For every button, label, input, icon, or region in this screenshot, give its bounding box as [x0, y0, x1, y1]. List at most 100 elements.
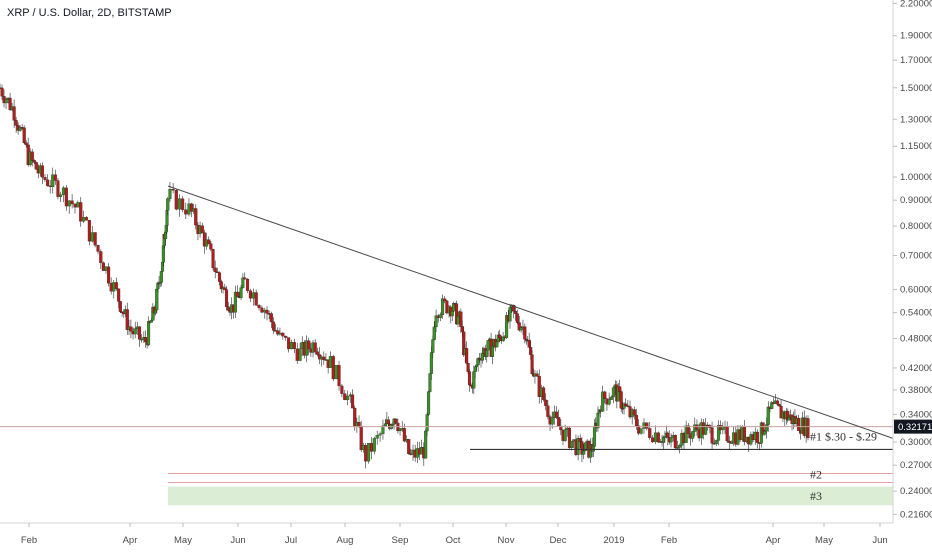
candle-down	[125, 309, 129, 330]
current-price-label: 0.32171	[898, 422, 932, 433]
candle-down	[79, 202, 83, 222]
candle-up	[729, 442, 734, 444]
candle-down	[276, 330, 280, 335]
candle-up	[239, 287, 243, 299]
candle-up	[763, 430, 767, 435]
candle-down	[243, 277, 247, 280]
candle-up	[82, 217, 86, 222]
candle-up	[490, 345, 495, 357]
candle-down	[797, 417, 801, 431]
candle-up	[328, 356, 332, 368]
candle-up	[661, 436, 666, 443]
candle-down	[710, 427, 714, 444]
candle-down	[129, 326, 133, 332]
candle-up	[505, 315, 509, 338]
candle-down	[535, 373, 539, 377]
candle-down	[465, 348, 469, 364]
chart-title: XRP / U.S. Dollar, 2D, BITSTAMP	[7, 7, 172, 19]
candle-down	[331, 356, 335, 380]
candle-up	[155, 288, 159, 311]
y-tick-label: 0.34000	[900, 409, 932, 420]
candle-up	[67, 200, 71, 207]
candle-up	[346, 395, 350, 401]
candle-up	[241, 277, 245, 288]
candle-up	[168, 188, 172, 199]
candle-down	[245, 278, 250, 291]
candle-down	[14, 120, 18, 126]
candle-up	[59, 194, 63, 197]
candle-up	[334, 364, 338, 380]
candle-up	[678, 445, 682, 448]
candle-down	[43, 177, 47, 181]
candle-up	[372, 438, 376, 452]
candle-up	[550, 417, 554, 425]
candle-up	[485, 349, 489, 357]
candle-down	[22, 127, 26, 143]
candle-down	[512, 304, 516, 312]
candle-down	[544, 399, 548, 406]
candle-up	[475, 364, 479, 367]
candle-down	[99, 251, 103, 263]
x-tick-label: May	[815, 535, 833, 546]
x-tick-label: 2019	[603, 535, 624, 546]
candle-up	[770, 402, 774, 409]
candle-down	[402, 428, 406, 442]
candle-up	[61, 187, 66, 195]
candle-down	[515, 313, 519, 323]
candle-down	[56, 180, 60, 197]
candle-down	[0, 87, 4, 97]
candle-up	[480, 353, 485, 361]
candle-down	[34, 162, 38, 170]
candle-down	[386, 419, 390, 425]
y-tick-label: 0.24000	[900, 486, 932, 497]
candle-up	[563, 429, 567, 441]
y-tick-label: 0.54000	[900, 308, 932, 319]
candle-up	[501, 336, 505, 341]
candle-down	[174, 190, 178, 210]
candle-down	[460, 326, 464, 332]
candle-down	[24, 142, 28, 146]
candle-down	[96, 245, 100, 252]
x-tick-label: Dec	[550, 535, 567, 546]
candle-up	[429, 352, 433, 374]
candle-down	[200, 225, 204, 233]
candle-down	[725, 426, 729, 442]
candle-down	[559, 425, 563, 431]
candle-up	[691, 431, 695, 439]
candle-up	[177, 198, 182, 210]
candle-down	[322, 356, 326, 361]
support-level-2-label: #2	[810, 467, 822, 481]
candle-down	[194, 208, 198, 226]
candle-down	[554, 411, 559, 418]
candle-down	[527, 339, 531, 348]
candle-up	[642, 422, 646, 429]
candle-up	[456, 315, 460, 325]
candle-up	[607, 399, 611, 405]
candle-up	[611, 387, 615, 398]
candle-down	[755, 431, 759, 443]
candle-down	[775, 400, 779, 405]
y-tick-label: 1.15000	[900, 141, 932, 152]
candle-down	[48, 185, 52, 187]
candle-down	[8, 97, 12, 110]
candle-up	[582, 450, 586, 455]
candle-down	[144, 337, 148, 343]
candle-down	[648, 428, 652, 438]
candle-up	[428, 373, 432, 392]
candle-up	[583, 442, 587, 452]
candle-down	[394, 418, 398, 424]
x-tick-label: Sep	[392, 535, 409, 546]
y-tick-label: 0.42000	[900, 363, 932, 374]
candle-up	[251, 292, 255, 299]
x-tick-label: Oct	[446, 535, 461, 546]
candle-down	[207, 239, 211, 244]
candle-down	[337, 364, 341, 387]
candle-down	[369, 443, 374, 452]
x-tick-label: Jul	[285, 535, 297, 546]
candle-down	[466, 363, 470, 372]
candle-up	[473, 366, 477, 372]
candle-down	[315, 351, 319, 355]
x-tick-label: Apr	[766, 535, 781, 546]
candle-down	[181, 198, 185, 210]
